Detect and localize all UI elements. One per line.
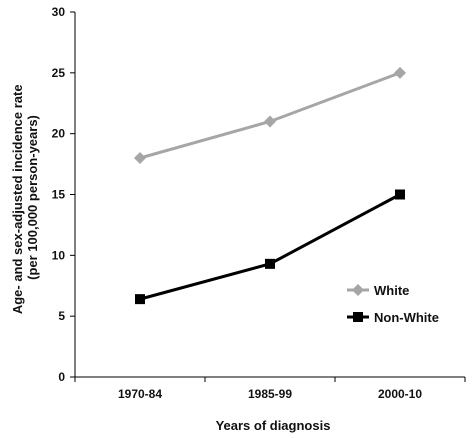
legend: White Non-White: [347, 283, 439, 325]
data-point-white: [134, 152, 146, 164]
legend-label: White: [374, 283, 409, 298]
x-axis-title: Years of diagnosis: [216, 418, 331, 433]
legend-item-non-white: Non-White: [347, 310, 439, 325]
x-ticks: 1970-84 1985-99 2000-10: [74, 377, 466, 401]
data-point-white: [394, 66, 406, 79]
series-non-white: [135, 189, 405, 305]
y-tick-label: 0: [58, 370, 65, 384]
legend-swatch-marker: [352, 284, 364, 296]
series-white: [134, 66, 406, 164]
y-tick-label: 30: [52, 5, 66, 19]
y-tick-label: 10: [52, 248, 66, 262]
data-point-white: [264, 115, 276, 128]
data-point-non-white: [135, 294, 145, 305]
x-tick-label: 1970-84: [118, 387, 162, 401]
data-point-non-white: [265, 258, 275, 269]
y-tick-label: 5: [58, 309, 65, 323]
legend-swatch-marker: [353, 312, 363, 322]
y-tick-label: 25: [52, 66, 66, 80]
y-axis-title: Age- and sex-adjusted incidence rate (pe…: [10, 81, 40, 314]
series: [134, 66, 406, 305]
y-axis-title-line2: (per 100,000 person-years): [25, 115, 40, 280]
legend-label: Non-White: [374, 310, 439, 325]
y-axis-title-line1: Age- and sex-adjusted incidence rate: [10, 84, 25, 314]
y-ticks: 0 5 10 15 20 25 30: [52, 5, 75, 384]
y-tick-label: 20: [52, 127, 66, 141]
legend-item-white: White: [347, 283, 409, 298]
x-tick-label: 2000-10: [378, 387, 422, 401]
x-tick-label: 1985-99: [248, 387, 292, 401]
series-line-white: [139, 71, 401, 160]
data-point-non-white: [395, 189, 405, 200]
series-line-non-white: [139, 193, 401, 301]
y-tick-label: 15: [52, 188, 66, 202]
